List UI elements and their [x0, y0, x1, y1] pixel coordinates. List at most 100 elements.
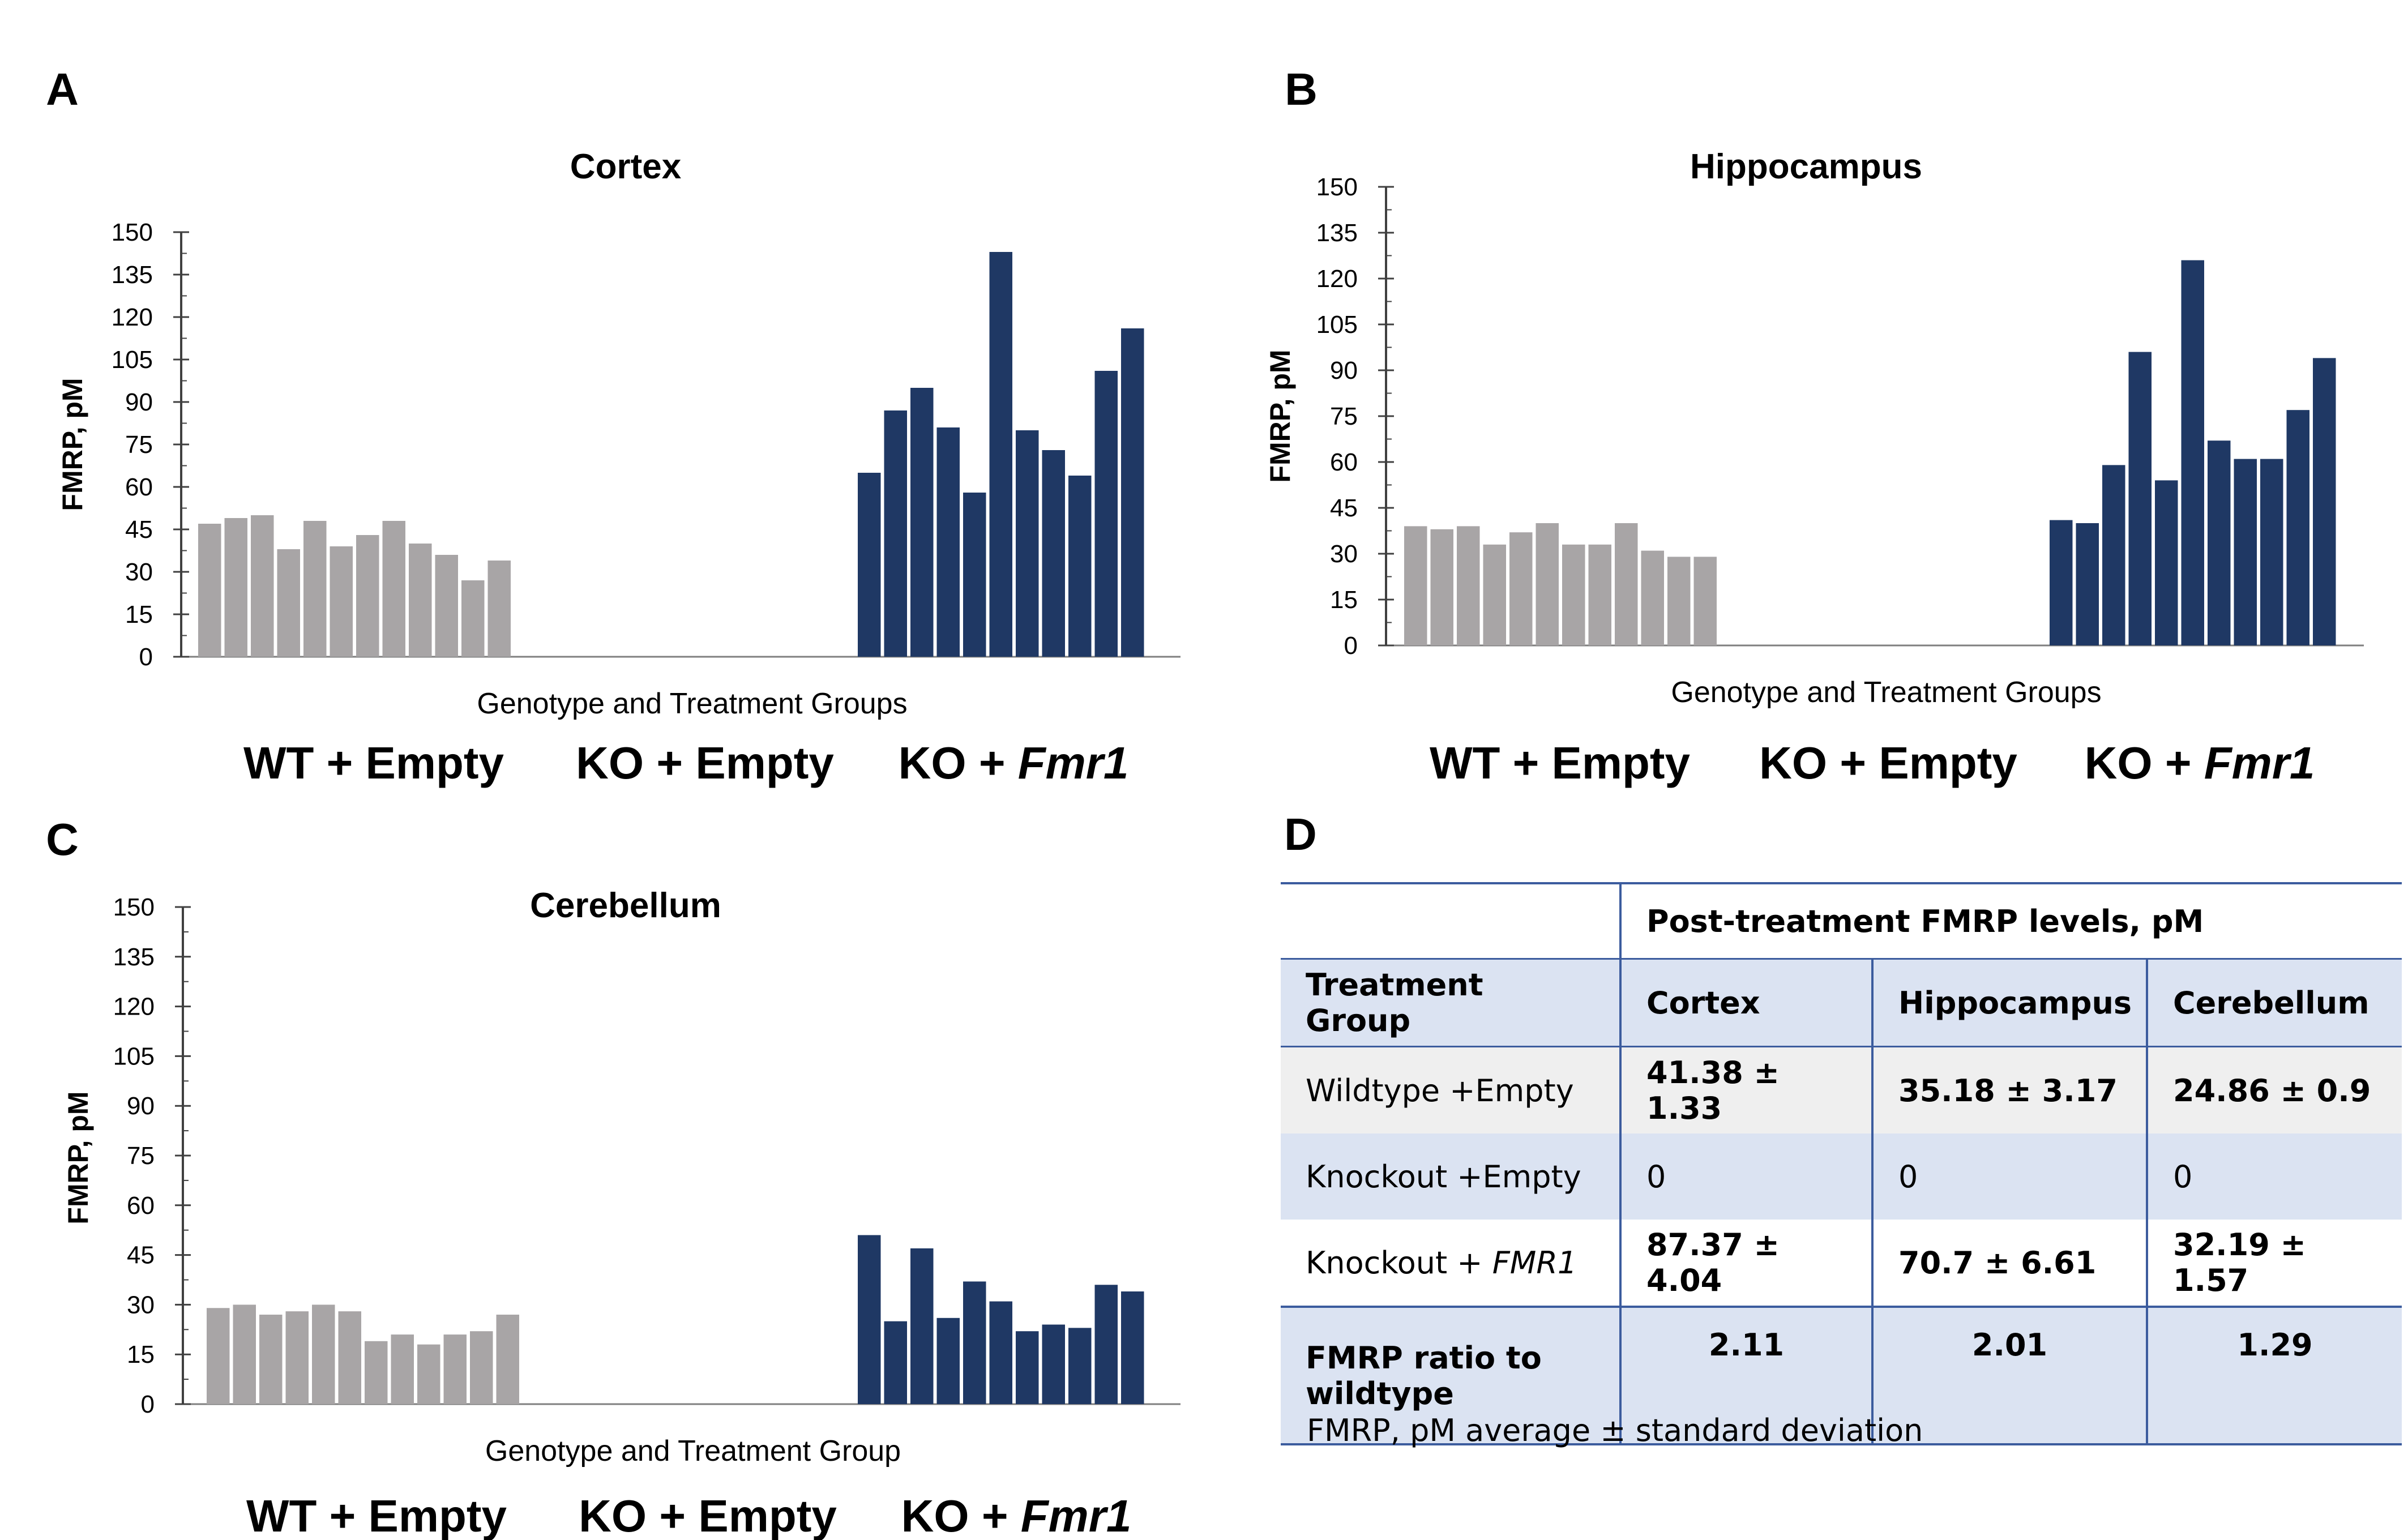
bar-ko-fmr1 — [1068, 476, 1092, 657]
bar-wt-empty — [312, 1304, 335, 1404]
ratio-label-line2: wildtype — [1306, 1375, 1454, 1411]
chart-title: Cortex — [570, 147, 682, 186]
y-tick-label: 120 — [112, 303, 153, 331]
chart-cortex: A Cortex 0 15 30 45 60 75 90 105 120 135 150 FMRP, pM… — [46, 64, 1181, 788]
bar-ko-fmr1 — [858, 473, 881, 657]
bar-ko-fmr1 — [1094, 1285, 1118, 1404]
bar-ko-fmr1 — [2076, 523, 2099, 645]
bar-ko-fmr1 — [1094, 371, 1118, 657]
bar-ko-fmr1 — [2286, 410, 2309, 645]
bar-wt-empty — [1457, 526, 1480, 645]
column-header-hippocampus: Hippocampus — [1871, 958, 2147, 1047]
bar-wt-empty — [285, 1311, 309, 1404]
ratio-label-line1: FMRP ratio to — [1306, 1340, 1542, 1376]
table-footnote: FMRP, pM average ± standard deviation — [1307, 1413, 1923, 1448]
bar-wt-empty — [338, 1311, 361, 1404]
cell-hippocampus: 0 — [1871, 1133, 2147, 1220]
bar-ko-fmr1 — [2313, 358, 2336, 645]
bar-ko-fmr1 — [1121, 328, 1144, 657]
bar-ko-fmr1 — [2128, 352, 2152, 645]
table-row: Knockout + FMR1 87.37 ± 4.04 70.7 ± 6.61… — [1281, 1220, 2402, 1307]
bar-wt-empty — [417, 1344, 440, 1404]
bar-wt-empty — [1562, 544, 1585, 645]
group-label-ko-fmr1: KO + Fmr1 — [899, 738, 1129, 788]
bar-ko-fmr1 — [963, 1281, 986, 1404]
y-axis-label: FMRP, pM — [57, 378, 88, 511]
y-tick-label: 15 — [125, 601, 153, 628]
row-label-knockout-fmr1: Knockout + FMR1 — [1281, 1220, 1620, 1307]
y-tick-label: 15 — [1330, 586, 1358, 614]
bar-wt-empty — [1615, 523, 1638, 645]
row-label-gene: FMR1 — [1492, 1244, 1577, 1281]
ratio-row-label: FMRP ratio to wildtype — [1281, 1306, 1620, 1445]
group-label-gene: Fmr1 — [1018, 738, 1129, 788]
y-tick-label: 0 — [141, 1391, 155, 1418]
column-header-treatment-group: Treatment Group — [1281, 958, 1620, 1047]
bar-wt-empty — [435, 555, 458, 657]
bar-wt-empty — [391, 1334, 414, 1404]
cell-hippocampus: 70.7 ± 6.61 — [1871, 1220, 2147, 1307]
bar-wt-empty — [365, 1341, 388, 1404]
bar-ko-fmr1 — [2102, 465, 2125, 645]
y-tick-label: 45 — [1330, 494, 1358, 522]
y-tick-label: 75 — [125, 431, 153, 459]
bar-ko-fmr1 — [2208, 440, 2231, 645]
group-label-wt-empty: WT + Empty — [246, 1491, 507, 1540]
bar-wt-empty — [409, 544, 432, 657]
bar-wt-empty — [233, 1304, 256, 1404]
bar-ko-fmr1 — [1068, 1328, 1092, 1404]
ratio-cortex: 2.11 — [1619, 1306, 1872, 1445]
bar-wt-empty — [487, 561, 511, 657]
chart-cerebellum: C Cerebellum 0 15 30 45 60 75 90 105 120 135 150 FMRP… — [46, 814, 1181, 1540]
cell-cortex: 87.37 ± 4.04 — [1619, 1220, 1872, 1307]
y-tick-label: 30 — [125, 558, 153, 586]
bar-wt-empty — [1588, 544, 1611, 645]
table-ratio-row: FMRP ratio to wildtype 2.11 2.01 1.29 — [1281, 1306, 2402, 1445]
cell-cortex: 0 — [1619, 1133, 1872, 1220]
bar-wt-empty — [1536, 523, 1559, 645]
bar-wt-empty — [1430, 529, 1453, 645]
bar-wt-empty — [251, 515, 274, 657]
y-tick-label: 0 — [1344, 632, 1358, 660]
bar-wt-empty — [470, 1331, 493, 1404]
column-header-cortex: Cortex — [1619, 958, 1872, 1047]
bar-wt-empty — [1483, 544, 1506, 645]
group-label-wt-empty: WT + Empty — [1430, 738, 1691, 788]
y-tick-label: 75 — [127, 1142, 155, 1170]
bar-ko-fmr1 — [2181, 260, 2204, 646]
group-label-prefix: KO + — [2085, 738, 2204, 788]
bar-ko-fmr1 — [910, 388, 934, 657]
bar-ko-fmr1 — [2234, 459, 2257, 645]
cell-hippocampus: 35.18 ± 3.17 — [1871, 1046, 2147, 1133]
group-label-ko-fmr1: KO + Fmr1 — [2085, 738, 2315, 788]
bar-wt-empty — [382, 521, 405, 657]
bar-wt-empty — [224, 518, 247, 657]
bar-wt-empty — [303, 521, 327, 657]
y-tick-label: 90 — [125, 388, 153, 416]
bar-ko-fmr1 — [1042, 1324, 1065, 1404]
y-tick-label: 135 — [1316, 219, 1358, 247]
cell-cerebellum: 0 — [2145, 1133, 2402, 1220]
bar-ko-fmr1 — [2155, 480, 2178, 645]
y-tick-label: 105 — [113, 1042, 155, 1070]
bar-ko-fmr1 — [1042, 450, 1065, 657]
panel-label: C — [46, 814, 79, 865]
bar-ko-fmr1 — [2050, 520, 2073, 645]
bar-ko-fmr1 — [1016, 1331, 1039, 1404]
y-tick-label: 150 — [1316, 173, 1358, 201]
y-tick-label: 105 — [1316, 311, 1358, 339]
bar-wt-empty — [1641, 550, 1664, 645]
group-label-prefix: KO + — [901, 1491, 1021, 1540]
ratio-cerebellum: 1.29 — [2145, 1306, 2402, 1445]
bar-wt-empty — [496, 1314, 519, 1404]
bar-wt-empty — [443, 1334, 467, 1404]
y-tick-label: 150 — [112, 219, 153, 246]
panel-label-d: D — [1284, 809, 1317, 859]
table-row: Wildtype +Empty 41.38 ± 1.33 35.18 ± 3.1… — [1281, 1046, 2402, 1133]
y-axis-label: FMRP, pM — [62, 1091, 94, 1224]
bar-ko-fmr1 — [858, 1235, 881, 1404]
table-empty-corner — [1281, 882, 1620, 959]
row-label-wildtype-empty: Wildtype +Empty — [1281, 1046, 1620, 1133]
x-axis-label: Genotype and Treatment Groups — [1671, 676, 2101, 709]
group-label-ko-empty: KO + Empty — [1759, 738, 2017, 788]
